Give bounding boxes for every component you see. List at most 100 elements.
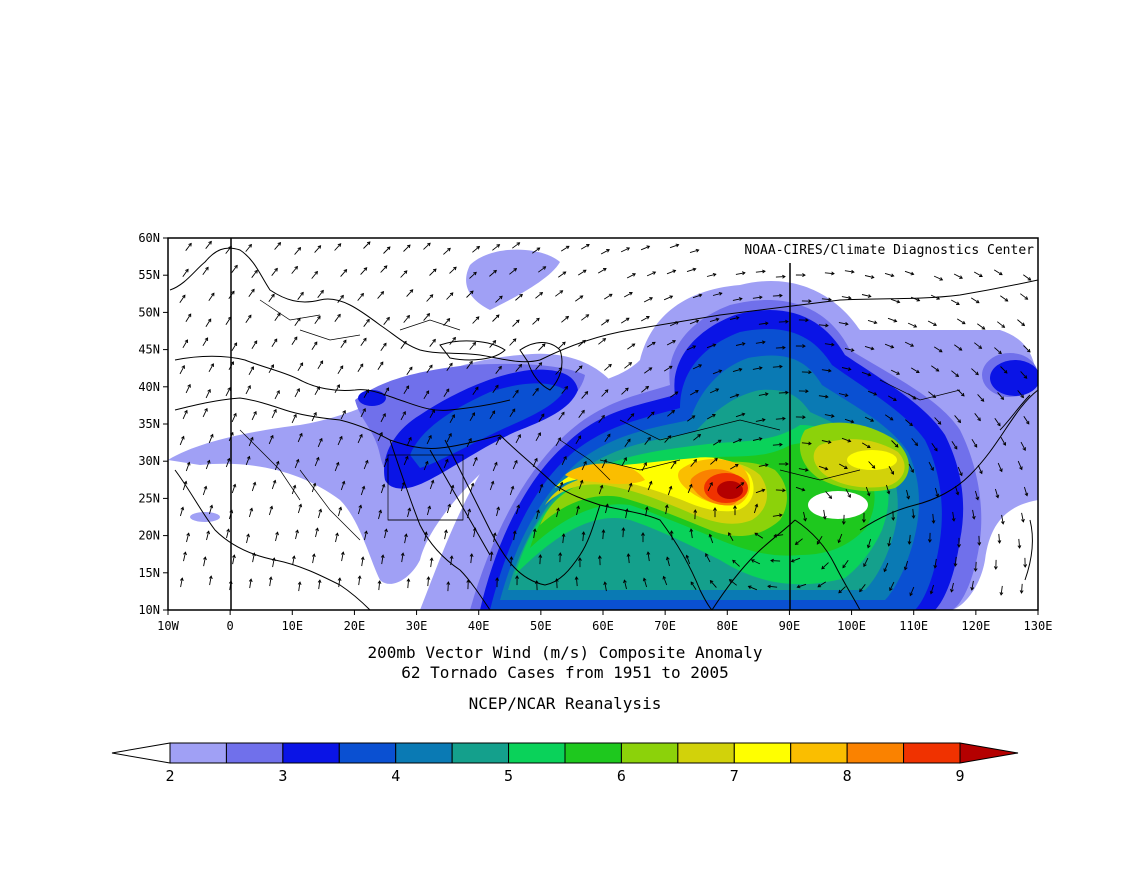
wind-arrow-head — [675, 243, 680, 248]
wind-arrow-head — [253, 410, 257, 415]
wind-arrow — [202, 486, 207, 496]
wind-arrow — [621, 387, 629, 395]
wind-arrow — [821, 440, 831, 443]
wind-arrow-head — [384, 528, 388, 533]
wind-arrow — [360, 338, 367, 346]
wind-arrow-head — [889, 587, 893, 592]
wind-arrow-head — [1023, 375, 1028, 379]
wind-arrow-head — [668, 485, 673, 490]
wind-arrow-head — [561, 411, 565, 416]
wind-arrow — [706, 414, 716, 420]
wind-arrow — [1018, 538, 1021, 549]
wind-arrow — [426, 364, 433, 373]
wind-arrow — [817, 581, 827, 588]
wind-arrow-head — [315, 456, 320, 461]
wind-arrow-head — [830, 413, 835, 418]
title-line-1: 200mb Vector Wind (m/s) Composite Anomal… — [367, 643, 763, 662]
wind-arrow — [838, 586, 846, 594]
wind-arrow — [512, 319, 520, 327]
wind-arrow — [1017, 319, 1025, 326]
wind-arrow-head — [672, 340, 676, 344]
wind-arrow — [735, 342, 745, 346]
wind-arrow-head — [314, 270, 318, 275]
wind-arrow — [838, 463, 848, 469]
wind-arrow — [667, 410, 675, 417]
wind-arrow-head — [424, 460, 429, 465]
wind-arrow-head — [473, 271, 477, 276]
wind-arrow-head — [822, 515, 827, 520]
lon-tick-label: 0 — [227, 619, 234, 633]
wind-arrow-head — [380, 291, 385, 295]
wind-arrow-head — [466, 579, 471, 583]
colorbar-swatch — [790, 742, 848, 764]
wind-arrow-head — [446, 581, 451, 585]
wind-arrow-head — [444, 458, 449, 463]
wind-arrow-head — [850, 269, 855, 274]
wind-arrow — [838, 393, 848, 397]
wind-arrow-head — [563, 455, 567, 460]
wind-arrow-head — [427, 242, 431, 247]
wind-arrow — [581, 461, 587, 471]
wind-arrow-head — [559, 481, 564, 486]
wind-arrow-head — [450, 484, 455, 489]
wind-arrow — [358, 576, 361, 586]
wind-arrow — [246, 534, 250, 544]
colorbar-label: 2 — [165, 767, 174, 785]
wind-arrow-head — [517, 434, 521, 438]
wind-arrow-head — [759, 295, 763, 300]
wind-arrow-head — [906, 495, 911, 500]
wind-arrow-head — [740, 482, 745, 486]
wind-arrow-head — [538, 362, 543, 366]
wind-arrow — [443, 388, 450, 398]
wind-arrow — [447, 581, 449, 592]
wind-arrow — [842, 560, 849, 568]
wind-arrow — [598, 415, 605, 423]
wind-arrow-head — [938, 348, 943, 353]
wind-arrow — [885, 484, 890, 494]
wind-arrow — [753, 504, 758, 514]
wind-arrow — [340, 481, 345, 491]
wind-arrow-head — [561, 533, 566, 537]
wind-arrow-head — [643, 462, 647, 466]
wind-arrow — [692, 364, 702, 370]
wind-arrow-head — [336, 384, 340, 388]
wind-arrow — [443, 459, 449, 469]
wind-arrow — [735, 413, 745, 418]
wind-arrow — [208, 505, 213, 515]
wind-arrow-head — [564, 385, 569, 390]
wind-arrow-head — [300, 291, 304, 296]
wind-arrow — [825, 491, 832, 499]
wind-arrow-head — [271, 293, 275, 298]
wind-arrow — [627, 413, 635, 421]
wind-arrow-head — [271, 557, 276, 562]
wind-arrow-head — [184, 409, 188, 414]
wind-arrow-head — [764, 392, 769, 397]
wind-arrow — [624, 438, 631, 447]
wind-arrow-head — [490, 480, 495, 485]
lat-tick-label: 55N — [138, 268, 160, 282]
wind-arrow — [558, 271, 566, 278]
wind-arrow-head — [893, 397, 897, 402]
wind-arrow — [775, 489, 786, 491]
wind-arrow — [712, 292, 722, 296]
wind-arrow-head — [403, 340, 407, 345]
wind-arrow-head — [409, 366, 413, 371]
wind-arrow — [231, 265, 238, 273]
wind-arrow — [758, 393, 768, 396]
wind-arrow — [208, 434, 214, 444]
wind-arrow-head — [495, 384, 499, 389]
wind-arrow — [360, 408, 366, 418]
wind-arrow-head — [514, 459, 518, 464]
wind-arrow — [269, 577, 272, 587]
wind-arrow-head — [426, 576, 431, 580]
wind-arrow-head — [998, 350, 1002, 355]
wind-arrow-head — [933, 322, 937, 326]
wind-arrow — [732, 559, 740, 567]
wind-arrow — [864, 275, 874, 279]
wind-arrow — [312, 554, 315, 564]
wind-arrow — [338, 578, 341, 588]
wind-arrow — [951, 370, 959, 377]
wind-arrow-head — [431, 409, 435, 413]
wind-arrow — [910, 296, 920, 302]
wind-arrow-head — [316, 386, 320, 390]
